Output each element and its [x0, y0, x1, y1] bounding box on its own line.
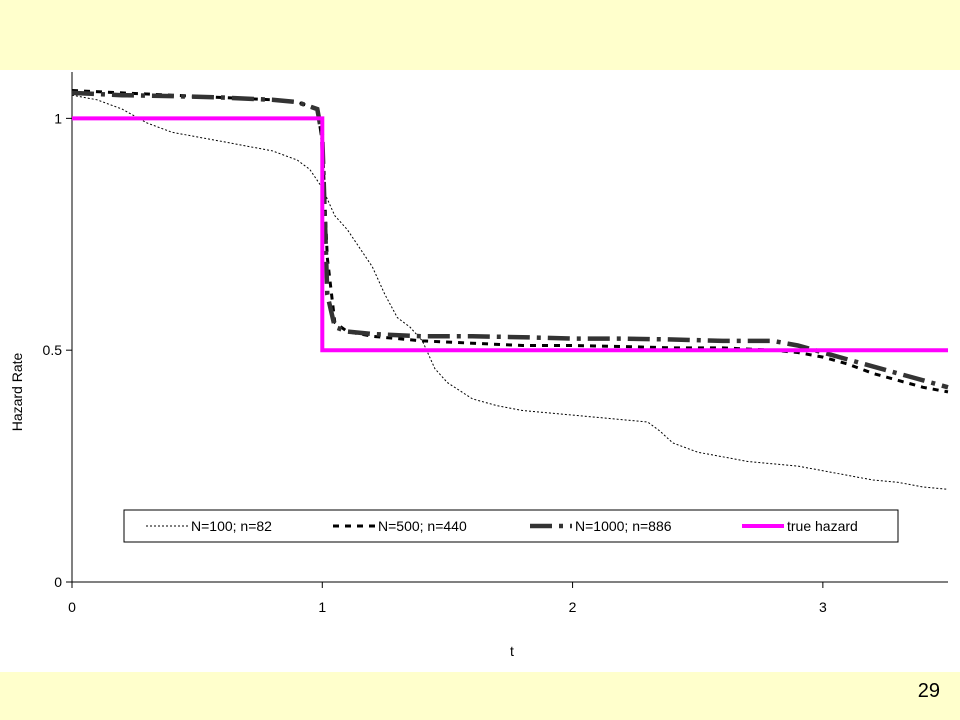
x-tick-label: 1 [318, 599, 326, 615]
series-line-3 [71, 90, 949, 390]
hazard-chart: 0 1 2 3 0 0.5 1 N=100; n=82 N=500; n=440 N=1000;… [9, 72, 949, 659]
plot-panel: 0 1 2 3 0 0.5 1 N=100; n=82 N=500; n=440 N=1000;… [0, 70, 960, 672]
page-number: 29 [917, 680, 940, 702]
x-axis-title: t [510, 643, 514, 659]
x-tick-label: 3 [819, 599, 827, 615]
axes: 0 1 2 3 0 0.5 1 [43, 72, 948, 615]
y-tick-label: 0.5 [43, 342, 63, 358]
legend-label: true hazard [787, 518, 858, 534]
series-line-2 [71, 89, 949, 394]
legend-label: N=500; n=440 [378, 518, 467, 534]
y-tick-label: 1 [54, 110, 62, 126]
series-line-1 [71, 94, 949, 490]
series-layer [71, 89, 949, 490]
y-tick-label: 0 [54, 574, 62, 590]
y-axis-title: Hazard Rate [9, 352, 25, 431]
legend: N=100; n=82 N=500; n=440 N=1000; n=886 true… [123, 509, 899, 543]
legend-label: N=100; n=82 [191, 518, 272, 534]
x-tick-label: 2 [569, 599, 577, 615]
legend-label: N=1000; n=886 [575, 518, 672, 534]
title-band [0, 0, 960, 70]
series-line-4 [72, 116, 948, 353]
footer-band [0, 672, 960, 720]
x-tick-label: 0 [68, 599, 76, 615]
